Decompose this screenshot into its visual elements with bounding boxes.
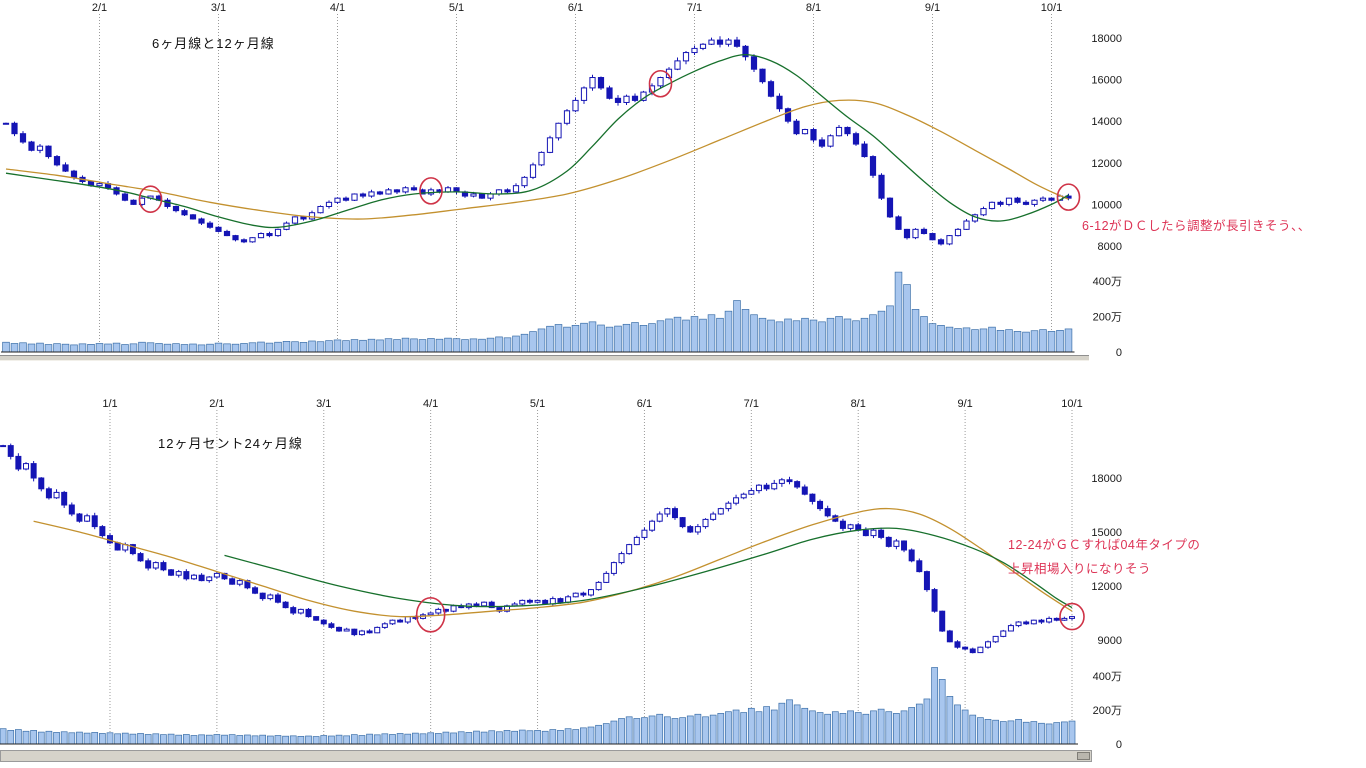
x-tick-label: 8/1	[851, 398, 866, 410]
volume-tick-label: 200万	[1093, 705, 1122, 717]
volume-tick-label: 400万	[1093, 276, 1122, 288]
highlight-circle	[1059, 602, 1085, 631]
horizontal-scrollbar[interactable]	[0, 750, 1092, 762]
x-tick-label: 9/1	[957, 398, 972, 410]
ma-line-12ヶ月線	[5, 99, 1069, 220]
x-tick-label: 6/1	[637, 398, 652, 410]
price-tick-label: 15000	[1091, 527, 1122, 539]
bottom-chart-title: 12ヶ月セント24ヶ月線	[158, 436, 303, 451]
volume-bars	[0, 667, 1076, 745]
price-tick-label: 12000	[1091, 581, 1122, 593]
pane-divider	[0, 355, 1089, 361]
bottom-chart-note-line1: 12-24がＧＣすれば04年タイプの	[1008, 538, 1201, 552]
price-tick-label: 10000	[1091, 199, 1122, 211]
price-tick-label: 14000	[1091, 116, 1122, 128]
x-tick-label: 2/1	[209, 398, 224, 410]
x-tick-label: 10/1	[1041, 2, 1062, 14]
price-tick-label: 12000	[1091, 158, 1122, 170]
ma-line-12ヶ月線	[33, 507, 1073, 618]
top-chart-title: 6ヶ月線と12ヶ月線	[152, 36, 275, 51]
volume-tick-label: 0	[1116, 347, 1122, 359]
x-tick-label: 5/1	[530, 398, 545, 410]
x-tick-label: 8/1	[806, 2, 821, 14]
top-chart-note: 6-12がＤＣしたら調整が長引きそう、、	[1082, 219, 1311, 233]
x-tick-label: 7/1	[744, 398, 759, 410]
top-chart: 2/1 3/1 4/1 5/1 6/1 7/1 8/1 9/1 10/1 18000 16000 14…	[1, 2, 1122, 359]
ma-line-6ヶ月線	[5, 53, 1069, 229]
x-tick-label: 3/1	[211, 2, 226, 14]
highlight-circle	[648, 69, 673, 98]
price-tick-label: 18000	[1091, 473, 1122, 485]
candlesticks	[2, 36, 1072, 246]
x-tick-label: 2/1	[92, 2, 107, 14]
volume-tick-label: 0	[1116, 739, 1122, 751]
x-tick-label: 10/1	[1061, 398, 1082, 410]
ma-line-24ヶ月線	[224, 527, 1073, 609]
x-tick-label: 4/1	[330, 2, 345, 14]
price-tick-label: 8000	[1098, 241, 1122, 253]
volume-tick-label: 200万	[1093, 312, 1122, 324]
candlesticks	[0, 443, 1075, 654]
x-tick-label: 1/1	[102, 398, 117, 410]
x-tick-label: 4/1	[423, 398, 438, 410]
highlight-circle	[415, 596, 446, 633]
highlight-circle	[419, 177, 443, 205]
price-tick-label: 16000	[1091, 75, 1122, 87]
highlight-circle	[1056, 183, 1081, 211]
x-tick-label: 9/1	[925, 2, 940, 14]
volume-tick-label: 400万	[1093, 671, 1122, 683]
bottom-chart-note-line2: 上昇相場入りになりそう	[1008, 562, 1152, 576]
highlight-circle	[138, 185, 163, 213]
x-tick-label: 6/1	[568, 2, 583, 14]
x-tick-label: 5/1	[449, 2, 464, 14]
volume-bars	[2, 271, 1073, 353]
scrollbar-handle[interactable]	[1077, 752, 1090, 760]
price-tick-label: 18000	[1091, 33, 1122, 45]
bottom-chart: 1/1 2/1 3/1 4/1 5/1 6/1 7/1 8/1 9/1 10/1 18000 1500…	[0, 398, 1122, 751]
x-tick-label: 3/1	[316, 398, 331, 410]
price-tick-label: 9000	[1098, 635, 1122, 647]
x-tick-label: 7/1	[687, 2, 702, 14]
